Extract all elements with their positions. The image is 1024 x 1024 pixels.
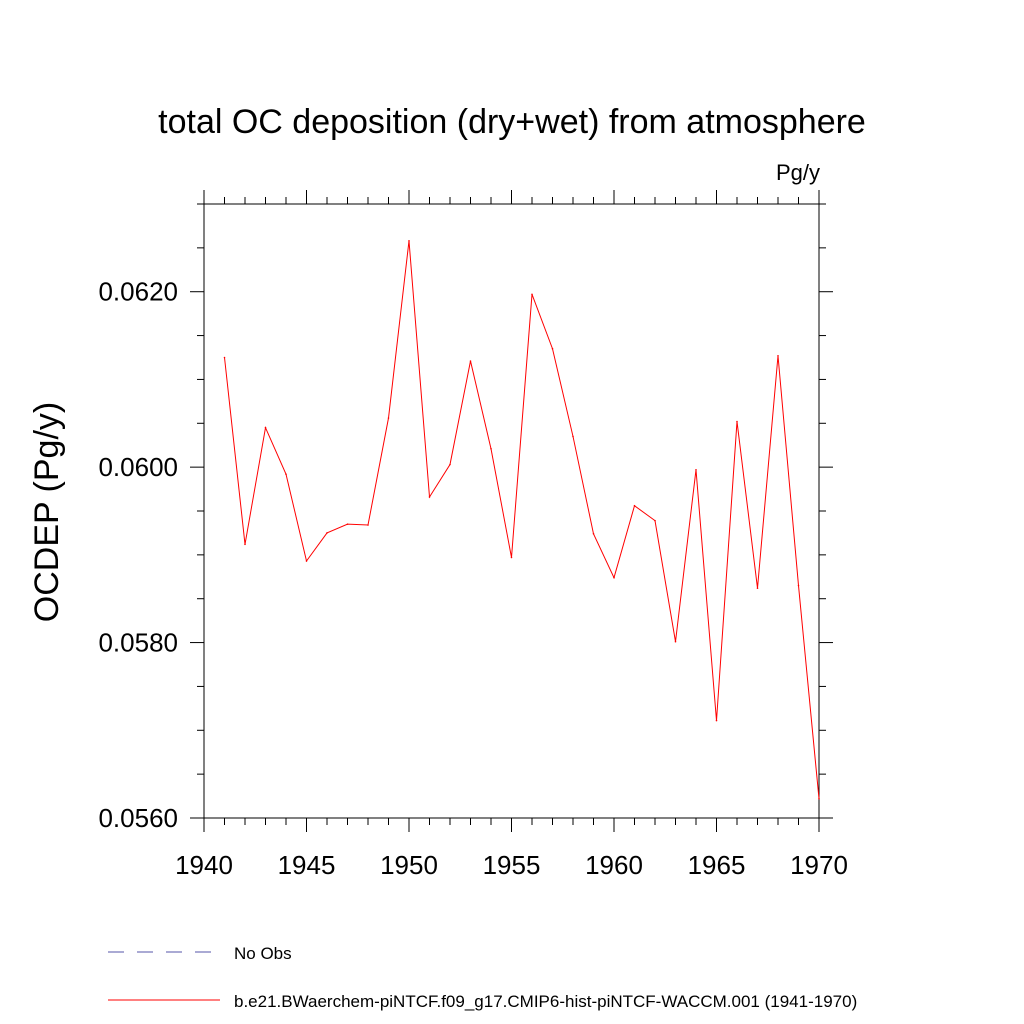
data-point [326, 532, 328, 534]
y-axis-label: OCDEP (Pg/y) [28, 402, 66, 622]
data-point [777, 354, 779, 357]
data-point [674, 640, 677, 643]
data-point [223, 356, 226, 359]
data-point [531, 293, 533, 296]
data-point [736, 420, 738, 423]
series-line [224, 240, 820, 799]
axis-ticks [190, 190, 833, 832]
legend: No Obs b.e21.BWaerchem-piNTCF.f09_g17.CM… [108, 944, 857, 1011]
x-tick-label: 1970 [790, 850, 848, 880]
y-tick-label: 0.0620 [98, 277, 178, 307]
y-tick-label: 0.0600 [98, 452, 178, 482]
series-layer [223, 240, 820, 800]
y-tick-label: 0.0580 [98, 628, 178, 658]
data-point [244, 543, 246, 546]
axis-tick-labels: 1940 1945 1950 1955 1960 1965 1970 0.0560 0.0580… [98, 277, 847, 880]
units-label: Pg/y [776, 160, 820, 185]
data-point [756, 587, 759, 589]
data-point [654, 519, 656, 522]
data-point [367, 524, 369, 526]
legend-label-no-obs: No Obs [234, 944, 292, 963]
plot-frame [203, 203, 820, 819]
chart-title: total OC deposition (dry+wet) from atmos… [158, 103, 866, 141]
y-tick-label: 0.0560 [98, 803, 178, 833]
x-tick-label: 1945 [278, 850, 336, 880]
x-tick-label: 1940 [175, 850, 233, 880]
x-tick-label: 1955 [483, 850, 541, 880]
data-point [490, 447, 492, 450]
data-point [715, 719, 718, 722]
data-point [285, 473, 287, 475]
data-point [818, 797, 820, 800]
data-point [510, 556, 513, 559]
data-point [551, 347, 554, 350]
data-point [428, 496, 431, 498]
x-tick-label: 1965 [688, 850, 746, 880]
x-tick-label: 1950 [380, 850, 438, 880]
data-point [613, 576, 615, 579]
data-point [797, 584, 800, 587]
legend-label-model-run: b.e21.BWaerchem-piNTCF.f09_g17.CMIP6-his… [234, 992, 857, 1011]
data-point [469, 360, 472, 362]
data-point [633, 504, 636, 507]
data-point [449, 463, 451, 466]
data-point [408, 240, 410, 242]
data-point [264, 426, 267, 429]
data-point [387, 417, 390, 419]
x-tick-label: 1960 [585, 850, 643, 880]
data-point [572, 435, 574, 438]
data-point [695, 468, 697, 471]
data-point [592, 533, 595, 535]
data-point [305, 560, 308, 562]
data-point [346, 523, 349, 525]
